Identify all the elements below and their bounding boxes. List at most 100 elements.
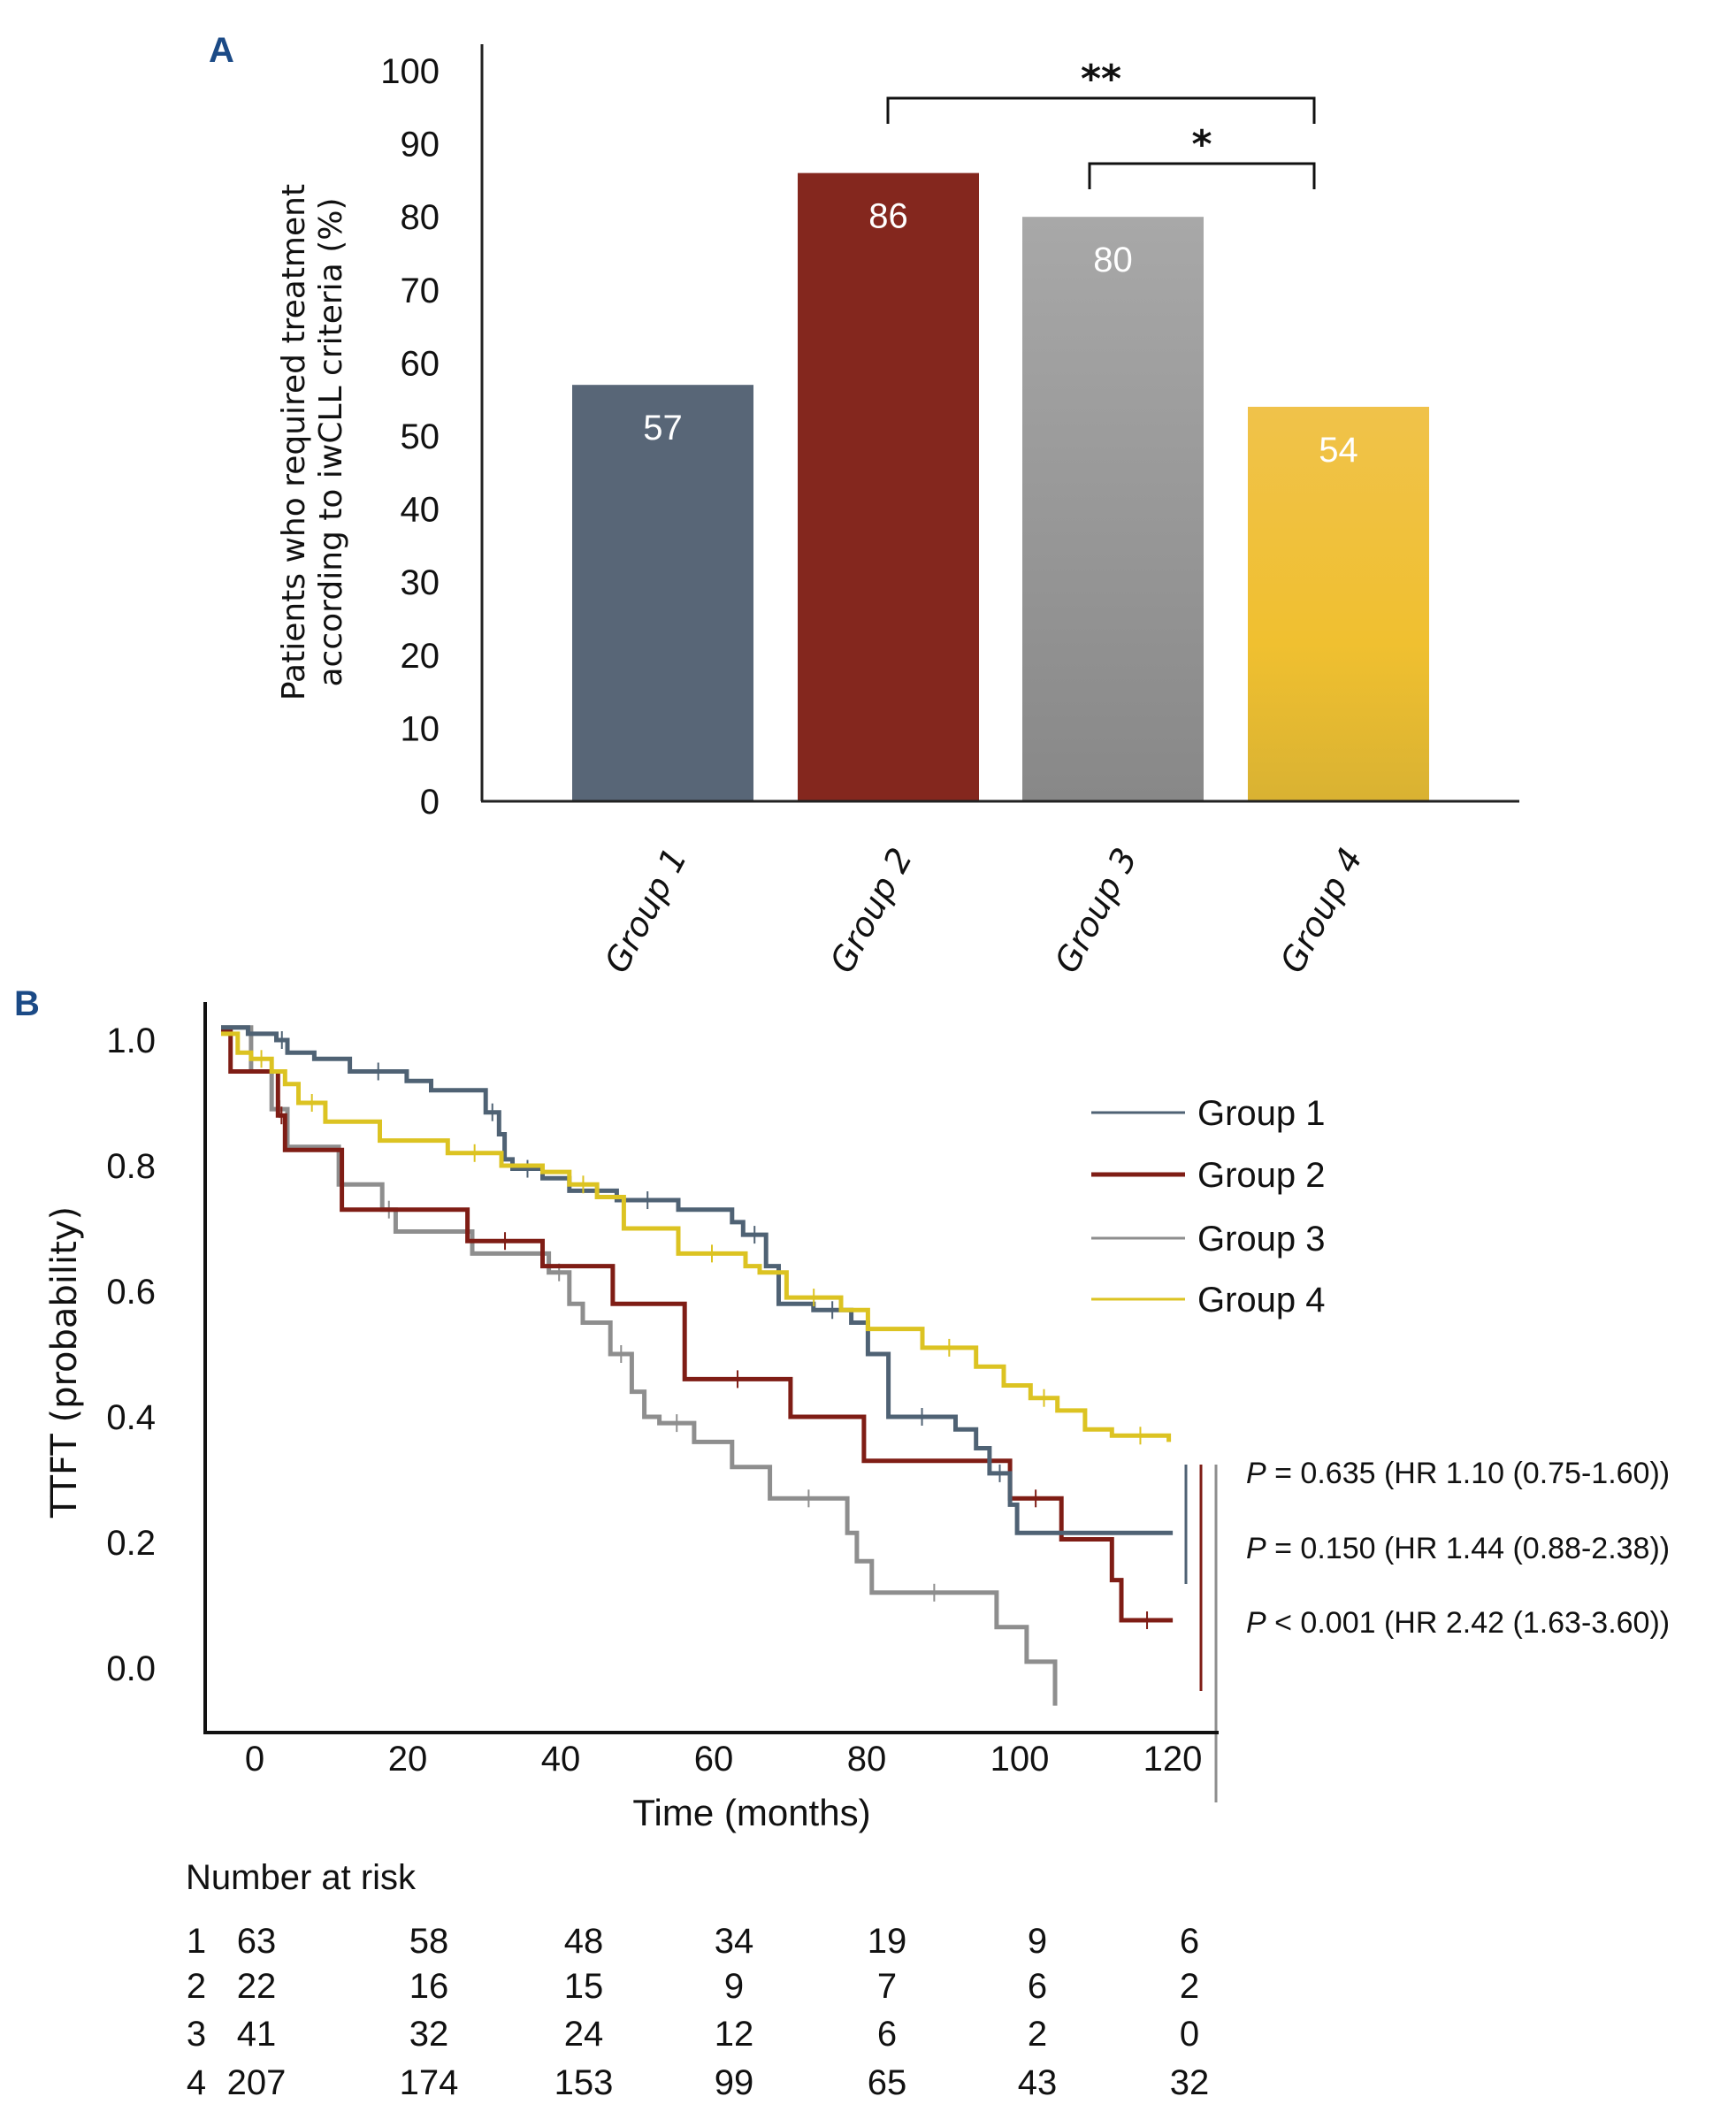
p-value-text: = 0.150 (HR 1.44 (0.88-2.38)) <box>1266 1532 1670 1565</box>
risk-count: 207 <box>227 2063 287 2102</box>
p-symbol: P <box>1246 1457 1266 1490</box>
y-tick-label: 10 <box>401 709 440 748</box>
risk-count: 9 <box>1028 1922 1047 1961</box>
bar-group-4 <box>1248 406 1429 801</box>
risk-row-group: 2 <box>187 1967 206 2006</box>
y-tick-label: 80 <box>401 198 440 237</box>
p-value-annotation: P < 0.001 (HR 2.42 (1.63-3.60)) <box>1246 1606 1670 1640</box>
risk-count: 15 <box>564 1967 604 2006</box>
p-value-annotations: P = 0.635 (HR 1.10 (0.75-1.60))P = 0.150… <box>1246 1457 1670 1640</box>
risk-row-group: 4 <box>187 2063 206 2102</box>
km-curve-group-4 <box>221 1031 1172 1442</box>
bars: 57 86 80 54 <box>572 172 1429 801</box>
legend-label: Group 2 <box>1197 1156 1326 1195</box>
bar-data-label: 86 <box>868 197 908 236</box>
y-tick-label: 0.6 <box>106 1273 156 1312</box>
km-curve-group-3 <box>221 1025 1058 1706</box>
survival-curves <box>221 1025 1174 1706</box>
x-tick-label: 40 <box>541 1740 581 1779</box>
y-tick-labels: 0 10 20 30 40 50 60 70 80 90 100 <box>380 52 440 822</box>
significance-label: ** <box>1081 57 1121 102</box>
risk-count: 22 <box>237 1967 277 2006</box>
x-axis-label: Time (months) <box>632 1792 870 1833</box>
risk-count: 19 <box>868 1922 907 1961</box>
y-tick-label: 0.2 <box>106 1524 156 1563</box>
risk-count: 6 <box>877 2015 897 2054</box>
km-curve-group-1 <box>221 1025 1174 1535</box>
comparison-connectors <box>1184 1465 1218 1802</box>
risk-count: 6 <box>1028 1967 1047 2006</box>
y-tick-label: 70 <box>401 272 440 310</box>
y-axis-label: TTFT (probability) <box>44 1206 85 1519</box>
x-tick-label: Group 1 <box>597 842 695 980</box>
legend-label: Group 4 <box>1197 1281 1326 1320</box>
y-tick-label: 0.4 <box>106 1398 156 1437</box>
y-tick-label: 30 <box>401 563 440 602</box>
risk-count: 2 <box>1180 1967 1199 2006</box>
panel-b-label: B <box>14 984 40 1023</box>
significance-label: * <box>1191 122 1212 167</box>
y-tick-label: 0.0 <box>106 1649 156 1688</box>
bar-data-label: 54 <box>1319 431 1358 470</box>
risk-count: 6 <box>1180 1922 1199 1961</box>
x-tick-label: 120 <box>1143 1740 1203 1779</box>
y-tick-label: 20 <box>401 637 440 676</box>
y-tick-label: 1.0 <box>106 1021 156 1060</box>
y-tick-label: 50 <box>401 417 440 456</box>
risk-count: 41 <box>237 2015 277 2054</box>
risk-count: 12 <box>715 2015 754 2054</box>
p-value-text: = 0.635 (HR 1.10 (0.75-1.60)) <box>1266 1457 1670 1490</box>
y-tick-label: 40 <box>401 491 440 530</box>
bar-data-label: 57 <box>643 409 683 448</box>
x-tick-label: 0 <box>245 1740 264 1779</box>
significance-bracket <box>1088 162 1316 189</box>
risk-count: 58 <box>409 1922 449 1961</box>
p-value-text: < 0.001 (HR 2.42 (1.63-3.60)) <box>1266 1606 1670 1640</box>
risk-count: 0 <box>1180 2015 1199 2054</box>
risk-count: 48 <box>564 1922 604 1961</box>
risk-count: 174 <box>400 2063 459 2102</box>
risk-count: 16 <box>409 1967 449 2006</box>
bar-data-label: 80 <box>1093 241 1133 279</box>
y-tick-label: 100 <box>380 52 440 91</box>
significance-bracket <box>886 96 1316 124</box>
p-value-annotation: P = 0.635 (HR 1.10 (0.75-1.60)) <box>1246 1457 1670 1490</box>
km-curve-group-2 <box>221 1028 1174 1623</box>
risk-count: 34 <box>715 1922 754 1961</box>
x-tick-label: 60 <box>694 1740 734 1779</box>
x-tick-label: Group 2 <box>822 842 921 980</box>
x-tick-label: Group 3 <box>1047 842 1145 980</box>
x-tick-label: 100 <box>990 1740 1050 1779</box>
y-tick-label: 60 <box>401 344 440 383</box>
p-symbol: P <box>1246 1606 1266 1640</box>
risk-row-group: 3 <box>187 2015 206 2054</box>
p-value-annotation: P = 0.150 (HR 1.44 (0.88-2.38)) <box>1246 1532 1670 1565</box>
y-tick-labels: 0.0 0.2 0.4 0.6 0.8 1.0 <box>106 1021 156 1688</box>
bar-group-1 <box>572 385 753 801</box>
bar-group-3 <box>1022 217 1204 801</box>
risk-count: 32 <box>409 2015 449 2054</box>
risk-count: 7 <box>877 1967 897 2006</box>
y-axis-label-line: according to iwCLL criteria (%) <box>313 198 349 687</box>
legend: Group 1 Group 2 Group 3 Group 4 <box>1091 1094 1326 1320</box>
bar-group-2 <box>798 172 979 801</box>
x-tick-labels: 0 20 40 60 80 100 120 <box>245 1740 1203 1779</box>
y-tick-label: 0 <box>420 783 440 822</box>
risk-count: 63 <box>237 1922 277 1961</box>
panel-b: B 0.00.20.40.60.81.0 0 20 40 60 80 100 120 TTF… <box>14 984 1670 2102</box>
y-axis-label-line: Patients who required treatment <box>276 184 312 700</box>
risk-row-group: 1 <box>187 1922 206 1961</box>
panel-a: A Patients who required treatment accordi… <box>209 31 1519 979</box>
x-tick-label: 20 <box>388 1740 428 1779</box>
risk-count: 43 <box>1018 2063 1058 2102</box>
p-symbol: P <box>1246 1532 1266 1565</box>
x-tick-labels: Group 1 Group 2 Group 3 Group 4 <box>597 842 1371 980</box>
y-tick-label: 0.8 <box>106 1147 156 1186</box>
x-tick-label: 80 <box>847 1740 887 1779</box>
risk-table-title: Number at risk <box>186 1858 417 1897</box>
risk-count: 153 <box>554 2063 614 2102</box>
panel-a-label: A <box>209 31 234 70</box>
risk-count: 2 <box>1028 2015 1047 2054</box>
